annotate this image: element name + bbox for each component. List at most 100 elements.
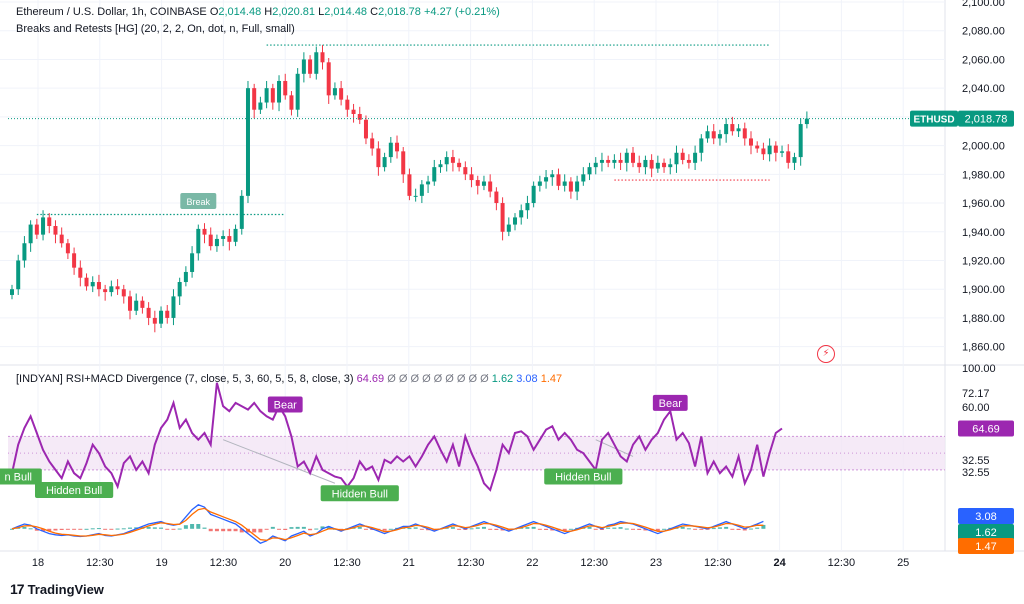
candle-body bbox=[699, 138, 704, 153]
candle-body bbox=[432, 167, 437, 182]
price-tick-label: 1,860.00 bbox=[962, 342, 1005, 354]
tradingview-logo[interactable]: 17 TradingView bbox=[10, 581, 104, 597]
macd-histogram-bar bbox=[742, 528, 747, 531]
macd-legend-value-2: 3.08 bbox=[516, 373, 538, 385]
open-value: 2,014.48 bbox=[218, 6, 262, 18]
macd-line bbox=[11, 504, 764, 544]
macd-histogram-bar bbox=[624, 528, 629, 530]
break-label-box bbox=[180, 193, 217, 210]
candle-body bbox=[581, 174, 586, 182]
candle-body bbox=[450, 157, 455, 163]
candle-body bbox=[730, 124, 735, 132]
candle-body bbox=[556, 174, 561, 186]
candle-body bbox=[233, 228, 238, 242]
candle-body bbox=[65, 243, 70, 254]
candle-body bbox=[171, 296, 176, 318]
macd-histogram-bar bbox=[699, 528, 704, 530]
candle-body bbox=[16, 260, 21, 290]
macd-histogram-bar bbox=[755, 527, 760, 529]
candle-body bbox=[786, 151, 791, 163]
macd-histogram-bar bbox=[239, 528, 244, 533]
indicator2-legend[interactable]: [INDYAN] RSI+MACD Divergence (7, close, … bbox=[16, 373, 562, 385]
time-tick-label: 21 bbox=[403, 557, 415, 569]
candle-body bbox=[239, 195, 244, 229]
indicator2-name: [INDYAN] RSI+MACD Divergence (7, close, … bbox=[16, 373, 354, 385]
macd-histogram-bar bbox=[10, 528, 14, 530]
macd-histogram-bar bbox=[686, 528, 691, 530]
macd-histogram-bar bbox=[606, 527, 611, 529]
rsi-legend-value: 64.69 bbox=[356, 373, 385, 385]
price-tick-label: 1,960.00 bbox=[962, 198, 1005, 210]
macd-histogram-bar bbox=[127, 527, 132, 529]
candle-body bbox=[649, 159, 654, 169]
candle-body bbox=[506, 224, 511, 232]
macd-histogram-bar bbox=[748, 528, 753, 530]
candle-body bbox=[575, 181, 580, 192]
candle-body bbox=[680, 152, 685, 160]
macd-histogram-bar bbox=[761, 524, 766, 529]
symbol-badge-text: ETHUSD bbox=[913, 115, 954, 126]
candle-body bbox=[10, 289, 14, 295]
macd-histogram-bar bbox=[320, 526, 325, 529]
bear-label bbox=[652, 394, 688, 411]
macd-histogram-bar bbox=[631, 528, 635, 530]
macd-histogram-bar bbox=[562, 528, 567, 531]
macd-histogram-bar bbox=[612, 527, 617, 529]
macd-histogram-bar bbox=[289, 527, 294, 529]
macd-histogram-bar bbox=[544, 528, 549, 530]
candle-body bbox=[537, 181, 542, 186]
candle-body bbox=[773, 145, 778, 153]
candle-body bbox=[544, 177, 549, 182]
macd-legend-value-3: 1.47 bbox=[540, 373, 563, 385]
macd-histogram-bar bbox=[308, 528, 313, 531]
rsi-tick-label: 100.00 bbox=[962, 363, 996, 375]
macd-histogram-bar bbox=[568, 528, 573, 530]
macd-histogram-bar bbox=[134, 527, 139, 529]
candle-body bbox=[28, 224, 33, 244]
candle-body bbox=[301, 59, 306, 74]
time-tick-label: 18 bbox=[32, 557, 44, 569]
candle-body bbox=[152, 317, 157, 324]
indicator1-legend[interactable]: Breaks and Retests [HG] (20, 2, 2, On, d… bbox=[16, 23, 295, 35]
rsi-line bbox=[11, 382, 783, 492]
candle-body bbox=[283, 80, 288, 96]
macd-histogram-bar bbox=[165, 528, 170, 530]
candle-body bbox=[618, 159, 623, 163]
candle-body bbox=[183, 271, 188, 283]
macd-histogram-bar bbox=[109, 528, 114, 530]
macd-histogram-bar bbox=[270, 526, 275, 529]
macd-histogram-bar bbox=[28, 528, 33, 530]
macd-histogram-bar bbox=[227, 528, 232, 532]
candle-body bbox=[717, 134, 722, 139]
candle-body bbox=[513, 217, 518, 225]
candle-body bbox=[258, 102, 263, 110]
candle-body bbox=[196, 228, 201, 254]
candle-body bbox=[599, 159, 604, 163]
macd-histogram-bar bbox=[500, 528, 505, 531]
macd-histogram-bar bbox=[593, 528, 598, 530]
time-tick-label: 24 bbox=[773, 557, 786, 569]
candle-body bbox=[351, 109, 356, 115]
macd-histogram-bar bbox=[72, 528, 77, 530]
macd-histogram-bar bbox=[357, 526, 362, 529]
macd-histogram-bar bbox=[736, 528, 741, 530]
candle-body bbox=[755, 145, 760, 149]
time-tick-label: 12:30 bbox=[457, 557, 485, 569]
candle-body bbox=[277, 80, 282, 103]
candle-body bbox=[332, 88, 337, 96]
macd-histogram-bar bbox=[183, 525, 188, 529]
candle-body bbox=[308, 59, 313, 74]
time-tick-label: 12:30 bbox=[704, 557, 732, 569]
candle-body bbox=[140, 300, 145, 308]
bear-label-text: Bear bbox=[659, 398, 683, 410]
candle-body bbox=[103, 289, 108, 293]
candle-body bbox=[419, 184, 424, 196]
candle-body bbox=[370, 138, 375, 149]
macd-histogram-bar bbox=[494, 528, 499, 530]
macd-histogram-bar bbox=[190, 524, 195, 529]
candle-body bbox=[96, 282, 101, 290]
lightning-alert-icon[interactable]: ⚡ bbox=[817, 345, 835, 363]
candle-body bbox=[382, 157, 387, 168]
candle-body bbox=[252, 88, 257, 110]
